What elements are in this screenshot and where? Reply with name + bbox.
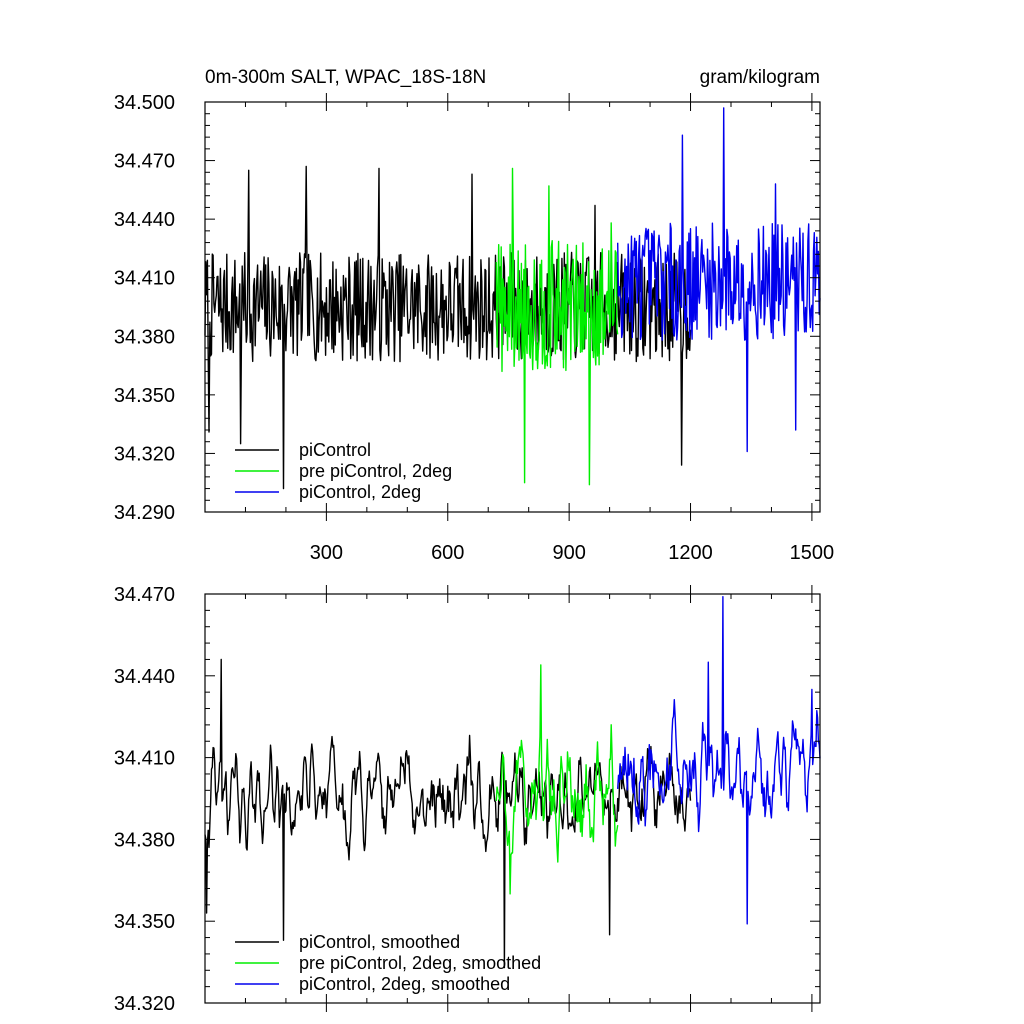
legend-label-0-1: pre piControl, 2deg [299,461,452,481]
series-line-0-2 [617,107,821,453]
y-tick-label-1-4: 34.440 [114,666,175,688]
legend-label-1-1: pre piControl, 2deg, smoothed [299,953,541,973]
chart-title-0: 0m-300m SALT, WPAC_18S-18N [205,67,486,88]
series-line-0-1 [495,167,619,486]
y-tick-label-0-6: 34.470 [114,151,175,173]
y-tick-label-0-4: 34.410 [114,268,175,290]
series-line-1-1 [495,664,619,895]
y-tick-label-0-2: 34.350 [114,385,175,407]
legend-label-0-0: piControl [299,440,371,460]
top-panel: 300 600 900 1200 1500 34.290 34.320 34.350 34.38… [114,67,834,564]
bottom-panel: 34.320 34.350 34.380 34.410 34.440 34.470 piCo… [114,584,821,1015]
x-tick-label-0-2: 900 [552,542,585,564]
series-line-0-0 [204,165,692,490]
plot-frame-1 [204,593,821,1004]
y-tick-label-0-5: 34.440 [114,209,175,231]
series-line-1-0 [204,658,692,969]
x-tick-label-0-1: 600 [431,542,464,564]
y-tick-label-0-0: 34.290 [114,502,175,524]
y-tick-label-1-5: 34.470 [114,584,175,606]
legend-label-1-0: piControl, smoothed [299,932,460,952]
y-tick-label-1-3: 34.410 [114,748,175,770]
y-tick-label-0-1: 34.320 [114,443,175,465]
y-tick-label-0-7: 34.500 [114,92,175,114]
y-tick-label-0-3: 34.380 [114,326,175,348]
series-line-1-2 [617,596,821,925]
y-tick-label-1-1: 34.350 [114,911,175,933]
plot-frame-0 [204,101,821,513]
units-label-0: gram/kilogram [700,67,820,88]
x-tick-label-0-4: 1500 [790,542,835,564]
y-tick-label-1-0: 34.320 [114,993,175,1015]
legend-label-1-2: piControl, 2deg, smoothed [299,974,510,994]
y-tick-label-1-2: 34.380 [114,829,175,851]
x-tick-label-0-0: 300 [310,542,343,564]
x-tick-label-0-3: 1200 [668,542,713,564]
legend-label-0-2: piControl, 2deg [299,482,421,502]
